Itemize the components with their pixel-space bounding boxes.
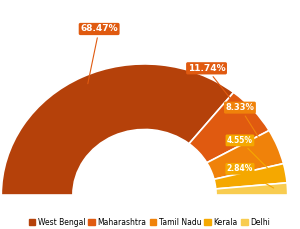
Wedge shape <box>1 64 234 195</box>
Wedge shape <box>214 164 287 189</box>
Wedge shape <box>216 183 288 195</box>
Text: 2.84%: 2.84% <box>227 164 274 188</box>
Legend: West Bengal, Maharashtra, Tamil Nadu, Kerala, Delhi: West Bengal, Maharashtra, Tamil Nadu, Ke… <box>27 216 272 228</box>
Text: 68.47%: 68.47% <box>80 25 118 84</box>
Wedge shape <box>189 92 269 163</box>
Text: 8.33%: 8.33% <box>226 103 266 148</box>
Text: 4.55%: 4.55% <box>227 136 272 173</box>
Text: 11.74%: 11.74% <box>188 64 243 114</box>
Wedge shape <box>207 131 284 179</box>
